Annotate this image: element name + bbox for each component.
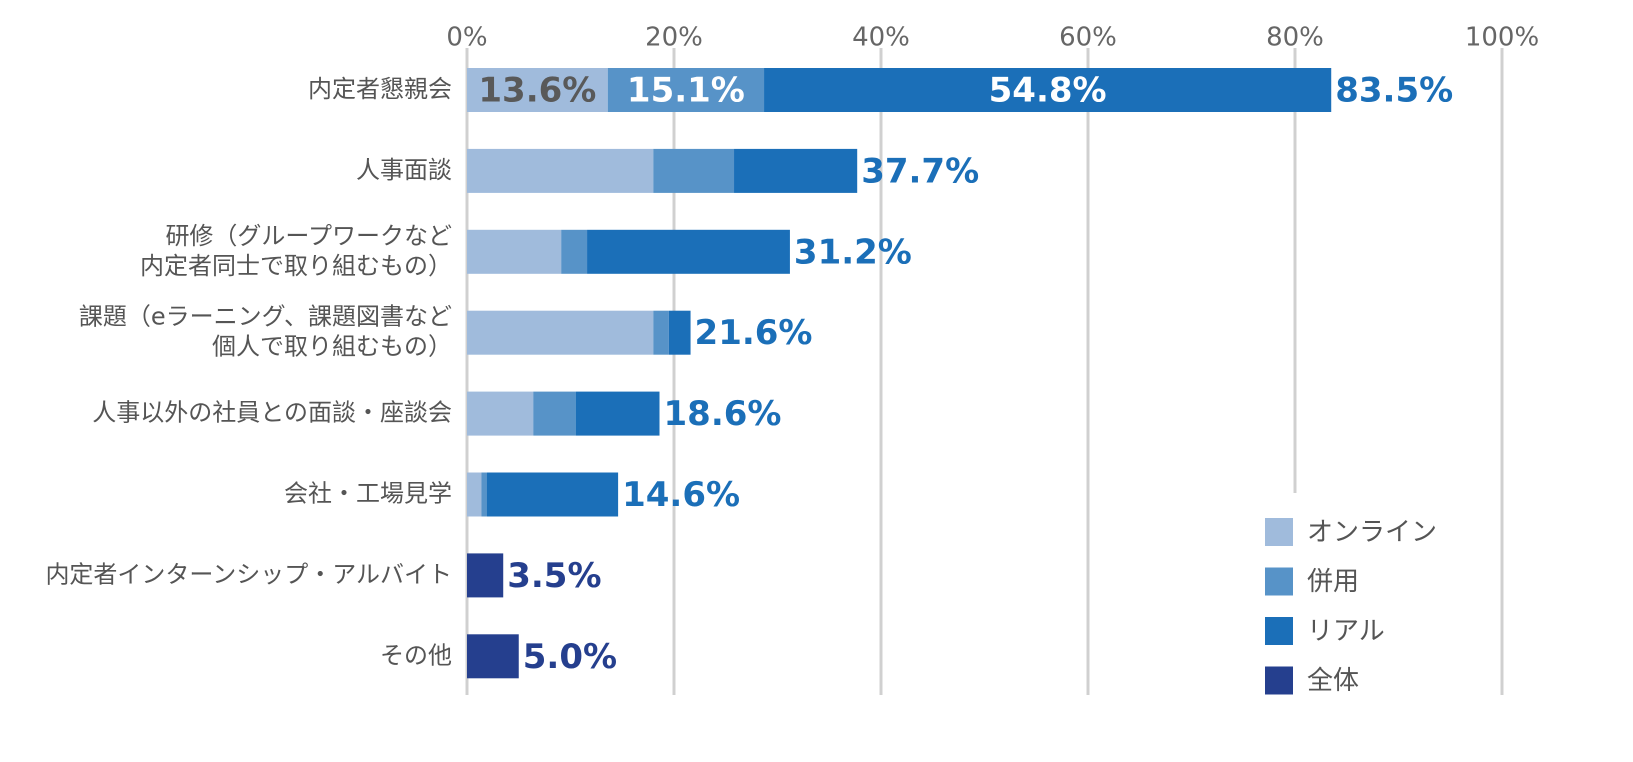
- x-tick-label: 100%: [1465, 23, 1539, 53]
- bar-segment: [575, 391, 660, 436]
- legend-label: 全体: [1307, 666, 1359, 696]
- bar-segment: [467, 553, 504, 598]
- x-tick-label: 0%: [446, 23, 487, 53]
- segment-label: 15.1%: [627, 71, 745, 111]
- segment-label: 54.8%: [989, 71, 1107, 111]
- category-label: 人事以外の社員との面談・座談会: [92, 399, 452, 427]
- x-tick-label: 20%: [645, 23, 703, 53]
- x-tick-label: 60%: [1059, 23, 1117, 53]
- category-label: 研修（グループワークなど内定者同士で取り組むもの）: [140, 222, 452, 280]
- x-tick-label: 80%: [1266, 23, 1324, 53]
- legend-swatch: [1265, 567, 1293, 596]
- bar-segment: [467, 68, 608, 112]
- total-label: 83.5%: [1335, 71, 1453, 111]
- category-label: 内定者インターンシップ・アルバイト: [45, 560, 452, 588]
- total-label: 18.6%: [664, 394, 782, 434]
- bar-segment: [481, 472, 487, 517]
- category-label: 会社・工場見学: [284, 480, 452, 508]
- category-label: その他: [380, 641, 452, 669]
- total-label: 14.6%: [622, 475, 740, 515]
- legend-label: オンライン: [1307, 518, 1437, 548]
- total-label: 37.7%: [861, 151, 979, 191]
- bar-segment: [467, 310, 654, 355]
- legend-label: 併用: [1307, 567, 1359, 597]
- bar-segment: [561, 229, 588, 274]
- bar-segment: [764, 68, 1332, 112]
- bar-segment: [607, 68, 765, 112]
- total-label: 5.0%: [523, 637, 617, 677]
- bar-segment: [653, 310, 669, 355]
- category-label: 内定者懇親会: [308, 75, 452, 103]
- segment-label: 13.6%: [478, 71, 596, 111]
- category-label: 課題（eラーニング、課題図書など個人で取り組むもの）: [79, 303, 452, 361]
- legend-label: リアル: [1307, 617, 1385, 647]
- bar-segment: [533, 391, 576, 436]
- x-tick-label: 40%: [852, 23, 910, 53]
- total-label: 31.2%: [794, 232, 912, 272]
- legend-swatch: [1265, 666, 1293, 695]
- bar-segment: [467, 229, 562, 274]
- bar-segment: [467, 391, 534, 436]
- bar-segment: [467, 148, 654, 193]
- bar-segment: [653, 148, 735, 193]
- category-label: 人事面談: [356, 156, 452, 184]
- legend-swatch: [1265, 518, 1293, 546]
- total-label: 3.5%: [507, 556, 601, 596]
- bar-segment: [467, 472, 482, 517]
- bar-segment: [467, 634, 519, 679]
- bar-segment: [587, 229, 790, 274]
- legend-swatch: [1265, 617, 1293, 645]
- bar-segment: [668, 310, 691, 355]
- bar-segment: [486, 472, 619, 517]
- bar-segment: [734, 148, 858, 193]
- total-label: 21.6%: [695, 313, 813, 353]
